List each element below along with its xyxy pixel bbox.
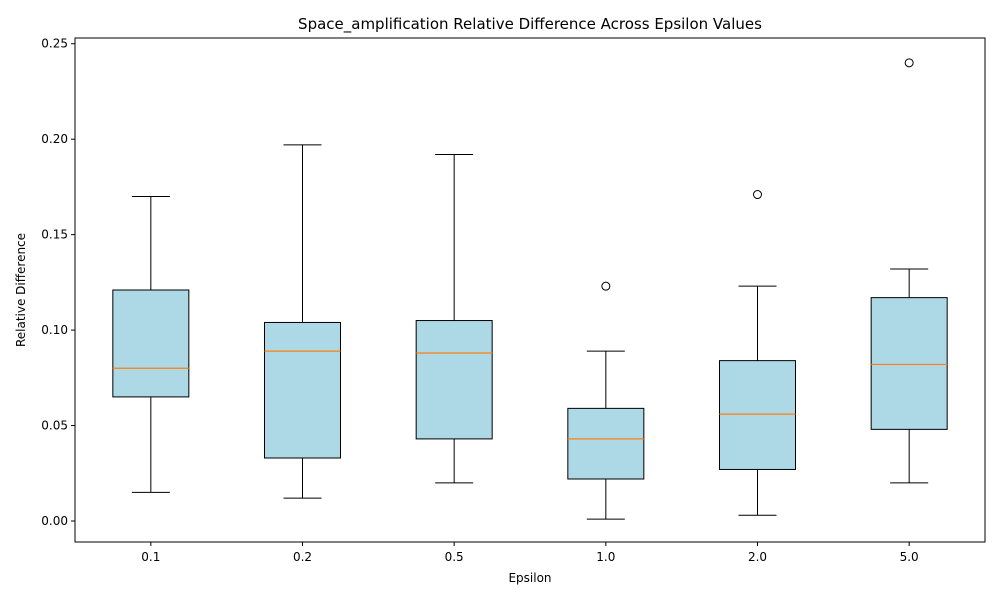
x-tick-label: 0.1 [141,550,160,564]
box-group-1.0 [567,281,645,520]
box-group-2.0 [719,190,796,516]
x-tick-label: 2.0 [748,550,767,564]
y-tick-label: 0.00 [41,514,68,528]
x-tick-label: 1.0 [596,550,615,564]
x-tick-label: 0.5 [445,550,464,564]
y-axis: 0.00 0.05 0.10 0.15 0.20 0.25 [41,37,75,528]
outlier-point [601,281,611,291]
y-tick-label: 0.25 [41,37,68,51]
y-tick-label: 0.15 [41,228,68,242]
plot-frame [74,37,986,543]
y-tick-label: 0.05 [41,419,68,433]
iqr-box [870,297,948,430]
iqr-box [112,289,190,398]
outlier-point [753,190,762,200]
x-axis-label: Epsilon [508,571,551,585]
box-group-0.2 [264,144,341,499]
iqr-box [719,360,796,470]
iqr-box [415,320,493,440]
x-tick-label: 0.2 [293,550,312,564]
x-axis: 0.1 0.2 0.5 1.0 2.0 5.0 [141,542,919,564]
iqr-box [567,407,645,480]
iqr-box [264,321,341,459]
x-tick-label: 5.0 [900,550,919,564]
outlier-point [904,58,914,68]
plot-content [112,58,948,520]
y-tick-label: 0.10 [41,323,68,337]
box-group-0.1 [112,195,190,493]
y-axis-label: Relative Difference [14,233,28,347]
box-group-0.5 [415,153,493,484]
box-group-5.0 [870,58,948,484]
chart-title: Space_amplification Relative Difference … [298,15,762,34]
y-tick-label: 0.20 [41,132,68,146]
